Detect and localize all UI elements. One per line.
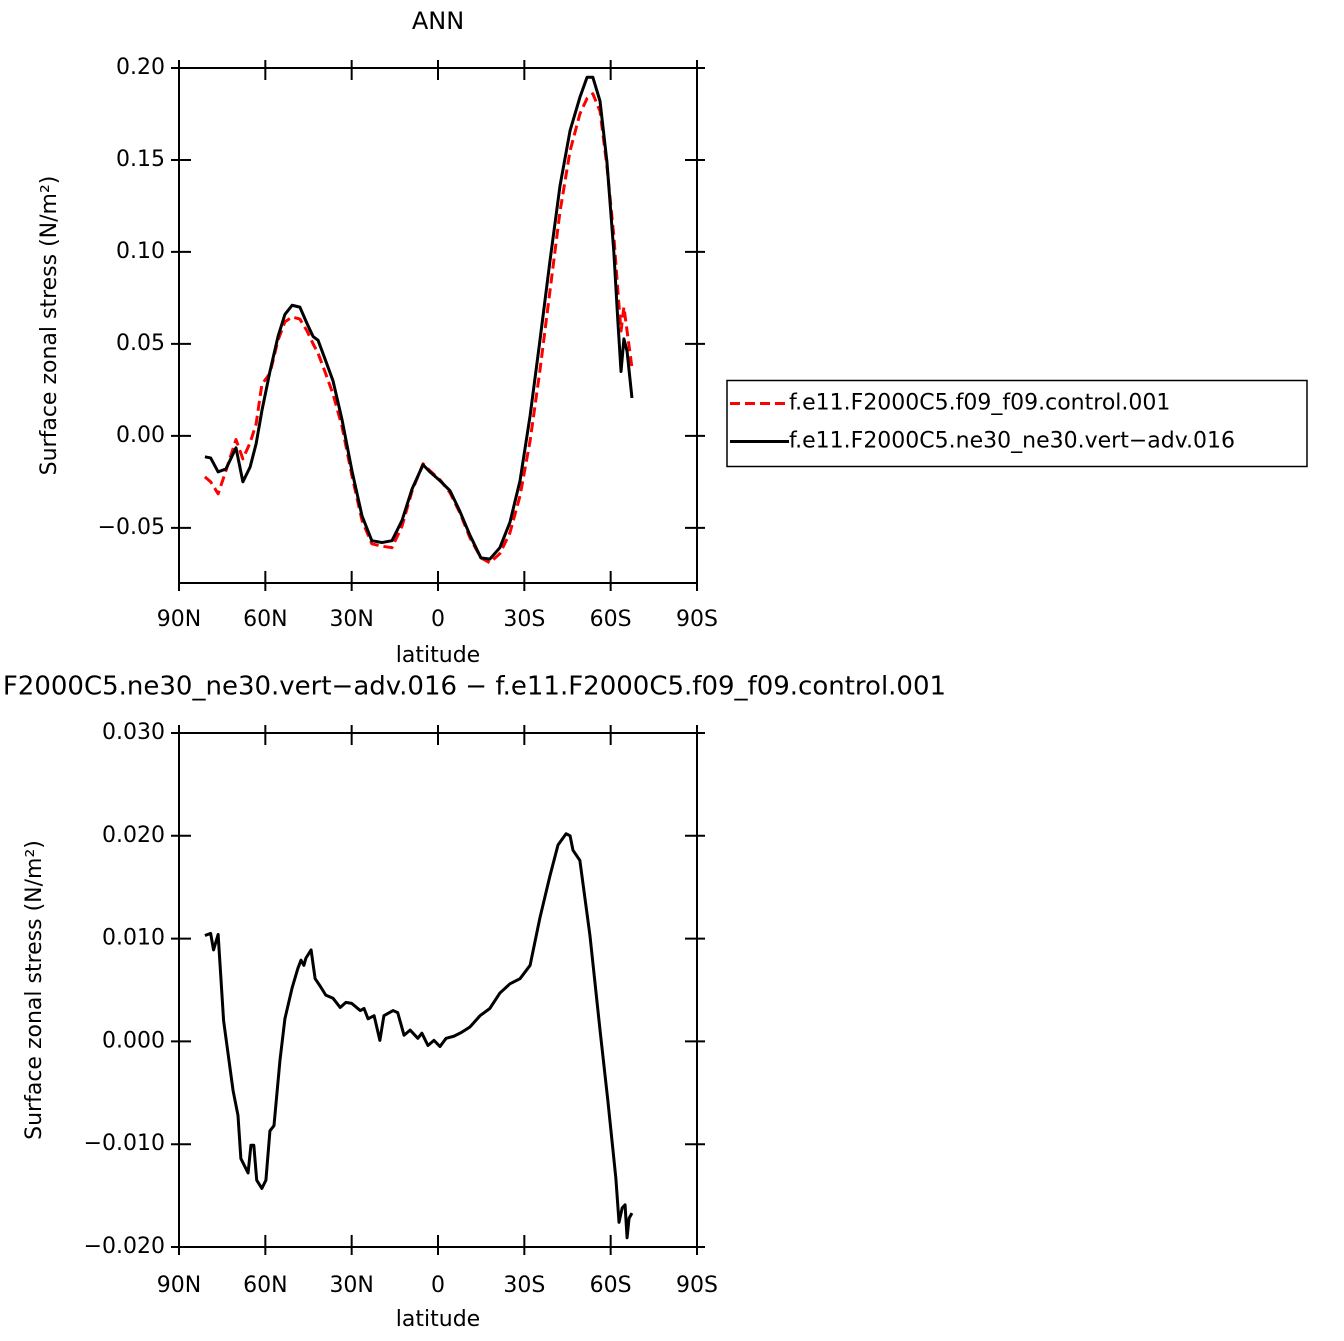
x-tick-label: 60S	[590, 1273, 632, 1298]
x-tick-label: 60N	[243, 607, 287, 632]
y-tick-label: −0.020	[84, 1234, 165, 1259]
plot-frame	[178, 732, 698, 1248]
x-axis-label: latitude	[396, 643, 480, 668]
x-tick-label: 60N	[243, 1273, 287, 1298]
chart-title: ANN	[412, 7, 464, 35]
y-axis-label: Surface zonal stress (N/m²)	[22, 840, 47, 1140]
x-tick-label: 30N	[329, 607, 373, 632]
y-tick-label: 0.00	[116, 423, 165, 448]
x-tick-label: 60S	[590, 607, 632, 632]
x-tick-label: 30S	[503, 607, 545, 632]
y-tick-label: 0.15	[116, 147, 165, 172]
legend: f.e11.F2000C5.f09_f09.control.001 f.e11.F…	[726, 379, 1308, 468]
legend-label: f.e11.F2000C5.ne30_ne30.vert−adv.016	[789, 429, 1235, 454]
y-tick-label: −0.010	[84, 1131, 165, 1156]
y-tick-label: 0.20	[116, 55, 165, 80]
y-tick-label: 0.020	[102, 823, 165, 848]
x-tick-label: 0	[431, 1273, 445, 1298]
panel: ANN −0.05 0.00 0.05 0.10 0.15 0.20 90N 60N 30N 0 30…	[37, 7, 1308, 668]
plot-frame	[178, 67, 698, 584]
x-tick-label: 0	[431, 607, 445, 632]
x-tick-label: 90S	[676, 607, 718, 632]
x-tick-label: 90N	[157, 607, 201, 632]
data-line	[203, 92, 634, 565]
y-tick-label: 0.000	[102, 1028, 165, 1053]
legend-label: f.e11.F2000C5.f09_f09.control.001	[789, 391, 1170, 416]
chart-title: f.e11.F2000C5.ne30_ne30.vert−adv.016 − f…	[0, 672, 946, 702]
x-tick-label: 30N	[329, 1273, 373, 1298]
data-line	[204, 75, 634, 561]
y-tick-label: 0.05	[116, 331, 165, 356]
x-axis-label: latitude	[396, 1307, 480, 1332]
y-axis-label: Surface zonal stress (N/m²)	[37, 176, 62, 476]
y-tick-label: 0.10	[116, 239, 165, 264]
x-tick-label: 90N	[157, 1273, 201, 1298]
x-tick-label: 30S	[503, 1273, 545, 1298]
data-line	[204, 832, 634, 1240]
legend-box	[726, 379, 1308, 468]
y-tick-label: 0.010	[102, 926, 165, 951]
y-tick-label: −0.05	[98, 515, 165, 540]
panel: f.e11.F2000C5.ne30_ne30.vert−adv.016 − f…	[0, 672, 946, 1333]
y-tick-label: 0.030	[102, 720, 165, 745]
x-tick-label: 90S	[676, 1273, 718, 1298]
